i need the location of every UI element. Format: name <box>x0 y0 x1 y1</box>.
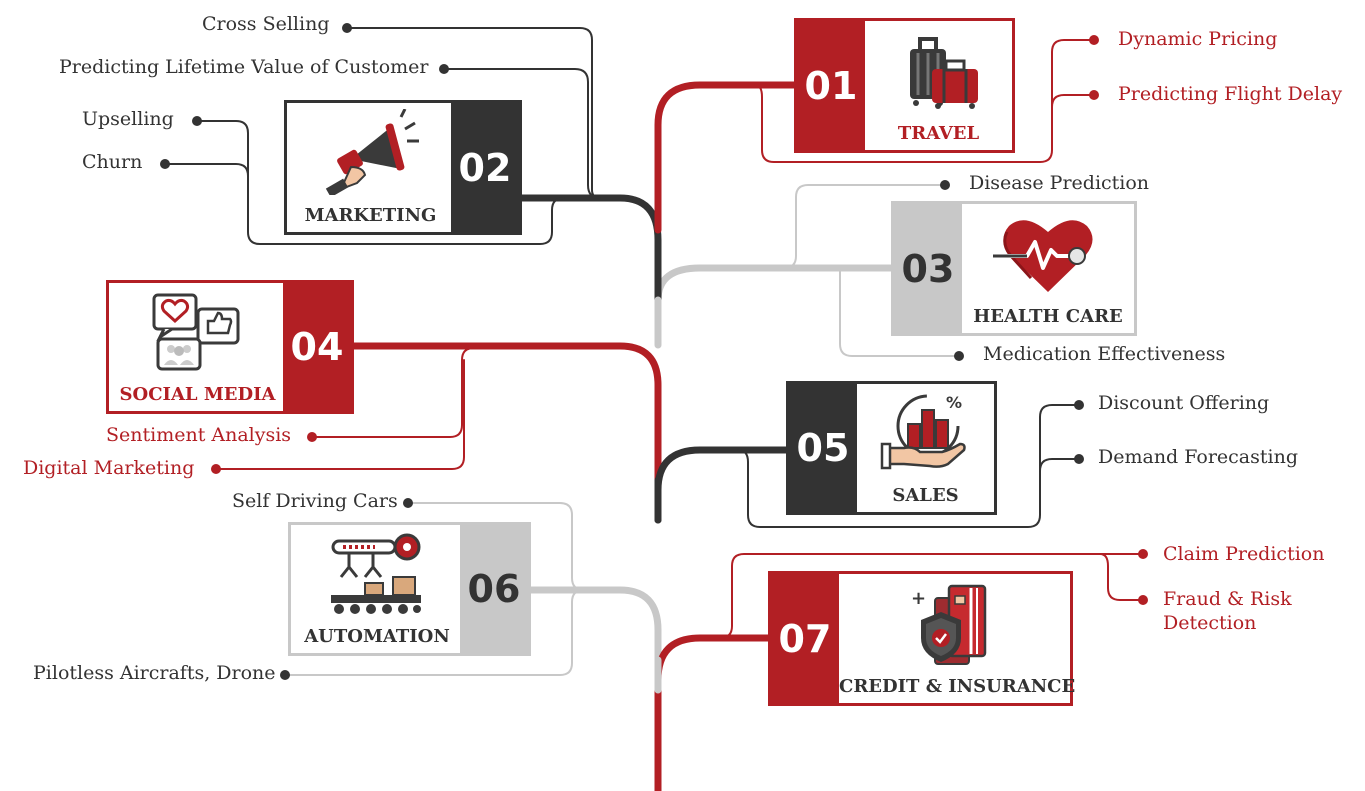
card-travel: 01 TRAVEL <box>794 18 1015 153</box>
branch-dot <box>940 180 950 190</box>
branch-dot <box>1138 549 1148 559</box>
card-number: 03 <box>894 204 962 333</box>
trunk-gray-health <box>654 264 899 304</box>
card-title: SALES <box>892 485 959 506</box>
card-title: SOCIAL MEDIA <box>119 384 276 405</box>
card-title: AUTOMATION <box>304 626 450 647</box>
heart-pulse-icon <box>993 220 1093 292</box>
branch-label-discount: Discount Offering <box>1098 392 1270 414</box>
card-number: 05 <box>789 384 857 512</box>
card-number: 02 <box>451 103 519 232</box>
card-number: 07 <box>771 574 839 703</box>
branch-label-sentiment: Sentiment Analysis <box>106 424 292 446</box>
megaphone-icon <box>325 109 419 195</box>
branch-dot <box>280 670 290 680</box>
branch-dot <box>954 351 964 361</box>
card-title: CREDIT & INSURANCE <box>839 676 1076 697</box>
card-title: TRAVEL <box>897 123 980 144</box>
branch-dot <box>1089 90 1099 100</box>
card-number: 06 <box>460 525 528 653</box>
branch-label-disease-prediction: Disease Prediction <box>969 172 1150 194</box>
trunk-dark-sales <box>654 446 794 524</box>
card-number: 01 <box>797 21 865 150</box>
card-title: MARKETING <box>304 205 437 226</box>
branch-label-pilotless: Pilotless Aircrafts, Drone <box>33 662 276 684</box>
trunk-red-credit <box>654 634 774 791</box>
card-icon-area: MARKETING <box>287 103 454 232</box>
branch-label-digital-marketing: Digital Marketing <box>23 457 195 479</box>
svg-text:+: + <box>911 588 926 609</box>
card-marketing: MARKETING 02 <box>284 100 522 235</box>
branch-dot <box>1138 595 1148 605</box>
branch-dot <box>307 432 317 442</box>
luggage-icon <box>909 37 978 109</box>
card-icon-area: SOCIAL MEDIA <box>109 283 286 411</box>
branch-dot <box>1074 400 1084 410</box>
card-sales: 05 % SALES <box>786 381 997 515</box>
branch-label-churn: Churn <box>82 151 143 173</box>
card-automation: AUTOMATION 06 <box>288 522 531 656</box>
shield-card-icon: + <box>911 584 986 665</box>
trunk-red-social <box>346 342 662 484</box>
social-chat-icon <box>152 293 239 371</box>
card-title: HEALTH CARE <box>973 306 1123 327</box>
branch-label-self-driving: Self Driving Cars <box>232 490 398 512</box>
branch-dot <box>160 159 170 169</box>
branch-dot <box>403 498 413 508</box>
branch-label-upselling: Upselling <box>82 108 174 130</box>
branch-dot <box>211 464 221 474</box>
branch-label-flight-delay: Predicting Flight Delay <box>1118 83 1343 105</box>
svg-text:%: % <box>946 393 962 412</box>
card-icon-area: HEALTH CARE <box>962 204 1134 333</box>
branch-dot <box>1074 454 1084 464</box>
branch-label-dynamic-pricing: Dynamic Pricing <box>1118 28 1278 50</box>
card-credit-insurance: 07 + CREDIT & INSURANCE <box>768 571 1076 706</box>
trunk-dark-marketing <box>516 194 662 304</box>
branch-label-claim: Claim Prediction <box>1163 543 1325 565</box>
card-icon-area: AUTOMATION <box>291 525 463 653</box>
branch-dot <box>342 23 352 33</box>
branch-dot <box>192 116 202 126</box>
branch-label-medication: Medication Effectiveness <box>983 343 1226 365</box>
card-number: 04 <box>283 283 351 411</box>
card-icon-area: TRAVEL <box>865 21 1012 150</box>
branch-label-demand: Demand Forecasting <box>1098 446 1299 468</box>
branch-dot <box>439 64 449 74</box>
branch-label-lifetime-value: Predicting Lifetime Value of Customer <box>59 56 429 78</box>
card-social-media: SOCIAL MEDIA 04 <box>106 280 354 414</box>
sales-hand-chart-icon: % <box>880 393 966 470</box>
card-health-care: 03 HEALTH CARE <box>891 201 1137 336</box>
branch-label-cross-selling: Cross Selling <box>202 13 330 35</box>
trunk-red-travel <box>654 81 804 234</box>
branch-label-fraud: Fraud & Risk Detection <box>1163 588 1292 634</box>
card-icon-area: + CREDIT & INSURANCE <box>839 574 1076 703</box>
trunk-gray-automation <box>521 586 662 664</box>
robot-arm-conveyor-icon <box>331 533 421 614</box>
card-icon-area: % SALES <box>857 384 994 512</box>
branch-dot <box>1089 35 1099 45</box>
